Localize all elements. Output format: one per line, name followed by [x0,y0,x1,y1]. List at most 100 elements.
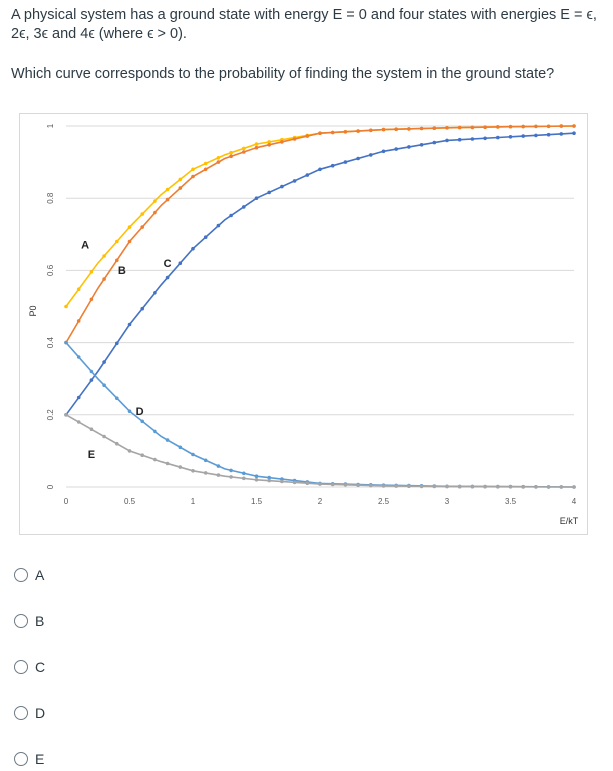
data-point [534,133,538,138]
series-C [64,131,576,417]
data-point [394,147,399,151]
question-prompt: A physical system has a ground state wit… [11,7,597,42]
data-point [546,124,551,129]
data-point [140,419,144,424]
radio-button[interactable] [14,614,28,628]
radio-button[interactable] [14,660,28,674]
data-point [407,145,411,149]
data-point [508,124,513,129]
data-point [127,239,132,244]
data-point [191,469,195,473]
radio-button[interactable] [14,568,28,582]
data-point [115,258,119,263]
data-point [165,187,170,192]
data-point [64,304,68,309]
x-tick-label: 2 [318,497,323,506]
data-point [102,434,106,439]
data-point [508,135,513,139]
data-point [76,287,81,291]
data-point [394,127,399,131]
data-point [229,468,233,473]
data-point [76,355,81,359]
data-point [115,441,119,446]
data-point [292,179,297,183]
series-lines [64,124,576,489]
series-line [65,125,575,344]
data-point [330,130,335,135]
series-line [65,132,575,416]
data-point [330,482,335,487]
y-tick-label: 0.8 [46,192,55,204]
data-point [470,125,475,130]
data-point [127,449,132,453]
data-point [572,131,576,135]
x-tick-label: 3 [445,497,450,506]
data-point [343,130,348,134]
radio-button[interactable] [14,706,28,720]
data-point [559,132,564,136]
data-point [203,458,208,463]
series-line [65,414,575,488]
data-point [445,126,449,130]
data-point [267,140,271,144]
data-point [369,128,373,133]
choice-b[interactable]: B [14,609,44,633]
radio-button[interactable] [14,752,28,766]
data-point [242,150,246,154]
data-point [76,395,81,400]
data-point [242,471,246,476]
data-point [89,369,94,374]
choice-d[interactable]: D [14,701,45,725]
data-point [229,475,233,479]
y-tick-label: 1 [46,123,55,128]
data-point [229,213,233,218]
data-point [115,396,119,401]
data-point [318,131,322,135]
data-point [534,485,538,489]
choice-label: D [35,705,46,721]
grid-lines [66,125,574,488]
data-point [559,485,564,489]
data-point [572,485,576,489]
data-point [496,485,500,489]
data-point [191,452,195,457]
data-point [496,135,500,140]
data-point [102,383,106,388]
data-point [432,140,437,145]
data-point [203,167,208,172]
data-point [457,125,462,130]
probability-chart: 0 0.2 0.4 0.6 0.8 1 0 0.5 1 1.5 2 2.5 3 3.5 4 A B C D E E/… [28,123,579,526]
data-point [521,124,525,129]
data-point [127,409,132,414]
choice-c[interactable]: C [14,655,45,679]
data-point [305,173,310,177]
data-point [89,427,94,432]
question-text: A physical system has a ground state wit… [11,6,601,105]
curve-label: C [164,258,172,270]
data-point [318,482,322,486]
x-tick-label: 1 [191,497,196,506]
data-point [483,484,487,489]
choice-a[interactable]: A [14,563,44,587]
data-point [153,457,157,462]
data-point [165,461,170,466]
x-axis-label: E/kT [560,516,579,526]
data-point [178,186,183,190]
data-point [191,246,195,251]
series-line [65,125,575,307]
data-point [318,167,322,172]
data-point [343,160,348,164]
data-point [432,484,437,489]
data-point [457,484,462,489]
data-point [216,156,221,160]
data-point [242,146,246,151]
data-point [89,270,94,274]
data-point [267,143,271,147]
data-point [369,483,373,488]
data-point [203,235,208,239]
choice-e[interactable]: E [14,747,44,771]
data-point [127,225,132,229]
data-point [102,360,106,364]
data-point [559,124,564,128]
data-point [178,177,183,182]
